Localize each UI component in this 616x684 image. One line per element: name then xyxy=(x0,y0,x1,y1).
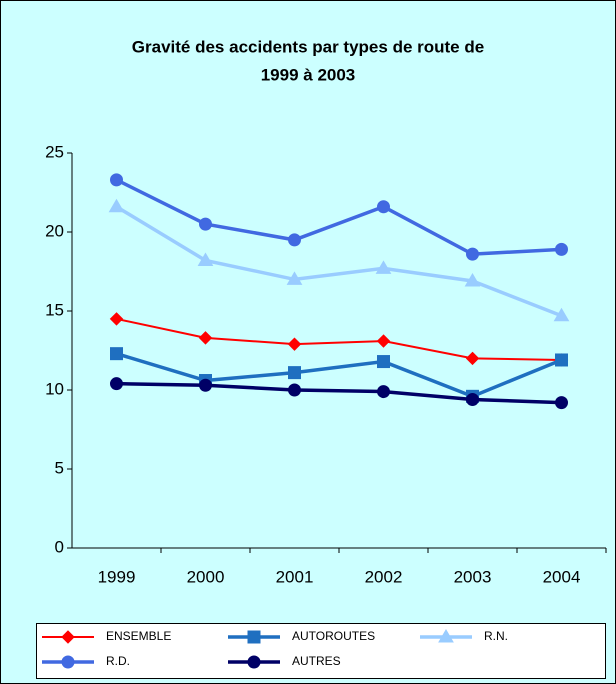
series-line xyxy=(116,381,562,405)
y-tick-label: 5 xyxy=(55,458,64,477)
point xyxy=(464,272,481,287)
x-tick-label: 2002 xyxy=(365,567,403,586)
point xyxy=(287,337,302,351)
series-line xyxy=(115,205,563,318)
point xyxy=(466,392,479,406)
point xyxy=(110,377,123,391)
point xyxy=(199,217,212,231)
point xyxy=(375,260,392,274)
point xyxy=(377,355,390,369)
point xyxy=(198,331,213,345)
series-line xyxy=(115,351,563,399)
legend-label: AUTOROUTES xyxy=(292,629,375,643)
x-tick-label: 2000 xyxy=(187,567,225,586)
y-tick-label: 15 xyxy=(45,300,64,319)
point xyxy=(197,252,214,266)
legend-marker xyxy=(438,629,454,643)
point xyxy=(108,198,125,213)
point xyxy=(466,247,479,261)
point xyxy=(553,307,570,322)
legend-marker xyxy=(247,630,261,644)
point xyxy=(288,233,301,247)
y-tick-label: 20 xyxy=(45,221,64,240)
point xyxy=(110,347,123,361)
point xyxy=(555,242,568,256)
legend-label: R.D. xyxy=(106,654,130,668)
chart-title: 1999 à 2003 xyxy=(261,65,356,84)
series-line xyxy=(116,317,562,361)
point xyxy=(288,383,301,397)
legend-label: AUTRES xyxy=(292,654,341,668)
point xyxy=(286,271,303,285)
point xyxy=(555,353,568,367)
legend-marker xyxy=(61,655,75,669)
point xyxy=(555,396,568,410)
x-tick-label: 2004 xyxy=(543,567,581,586)
chart-title: Gravité des accidents par types de route… xyxy=(132,37,484,56)
point xyxy=(288,366,301,380)
x-tick-label: 2001 xyxy=(276,567,314,586)
point xyxy=(465,351,480,366)
legend-label: R.N. xyxy=(484,629,508,643)
series-line xyxy=(115,178,562,256)
y-tick-label: 0 xyxy=(55,537,64,556)
legend-marker xyxy=(61,630,75,644)
x-tick-label: 2003 xyxy=(454,567,492,586)
point xyxy=(376,334,391,348)
x-tick-label: 1999 xyxy=(98,567,136,586)
legend-label: ENSEMBLE xyxy=(106,629,171,643)
point xyxy=(110,173,123,187)
y-tick-label: 10 xyxy=(45,379,64,398)
point xyxy=(377,200,390,214)
legend-box xyxy=(36,623,606,679)
legend-marker xyxy=(247,655,261,669)
y-tick-label: 25 xyxy=(45,142,64,161)
point xyxy=(199,378,212,392)
point xyxy=(377,385,390,399)
point xyxy=(109,312,124,326)
